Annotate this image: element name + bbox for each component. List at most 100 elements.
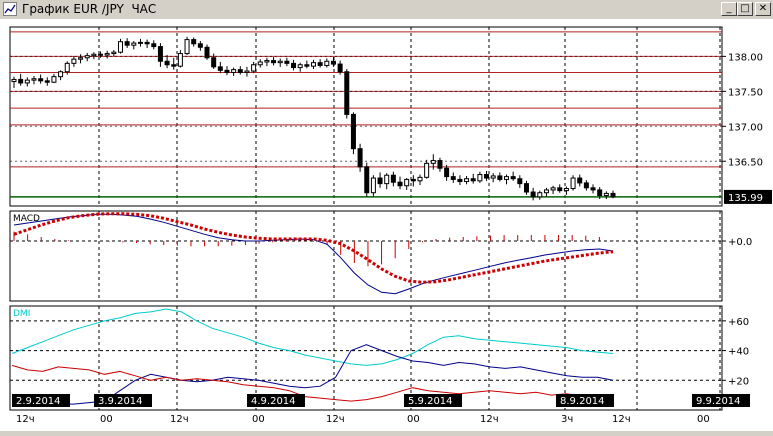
current-price-badge [724, 189, 772, 204]
price-candle [610, 190, 616, 199]
price-candle [237, 66, 243, 75]
candle-body [357, 148, 363, 168]
price-candle [171, 57, 177, 70]
macd-panel-frame [9, 210, 723, 302]
candle-body [557, 187, 563, 192]
date-label: 8.9.2014 [560, 396, 605, 407]
price-candle [603, 191, 609, 200]
candle-body [437, 160, 443, 169]
price-candle [390, 171, 396, 187]
price-candle [577, 174, 583, 187]
candle-body [317, 62, 323, 66]
price-panel[interactable]: 138.00 137.50 137.00 136.50 135.99 [9, 26, 772, 207]
price-candle [231, 67, 237, 76]
price-candle [271, 57, 277, 66]
price-candle [570, 175, 576, 191]
price-candle [71, 56, 77, 67]
price-candle [317, 59, 323, 68]
price-candle [477, 171, 483, 183]
date-badge [247, 394, 305, 407]
price-candle [437, 157, 443, 172]
minimize-button[interactable]: _ [721, 2, 737, 16]
price-candle [291, 59, 297, 71]
candle-body [31, 78, 37, 81]
dmi-tick-label: +60 [728, 317, 749, 328]
candle-body [470, 178, 476, 182]
dmi-panel[interactable]: +60 +40 +20 DMI [9, 305, 749, 411]
date-badge [404, 394, 462, 407]
candle-body [590, 187, 596, 191]
dmi-panel-frame [9, 305, 723, 411]
candle-body [124, 41, 130, 46]
candle-body [523, 183, 529, 193]
hour-label: 00 [100, 414, 113, 425]
price-candle [58, 70, 64, 81]
price-candle [550, 185, 556, 195]
price-candle [157, 43, 163, 67]
hour-label: 12ч [170, 414, 189, 425]
title-bar[interactable]: График EUR /JPY ЧАС _ □ ✕ [0, 0, 773, 20]
candle-body [91, 53, 97, 57]
candle-body [184, 39, 190, 55]
date-label: 9.9.2014 [696, 396, 741, 407]
price-candle [424, 159, 430, 179]
candle-body [78, 57, 84, 60]
price-candle [98, 51, 104, 58]
candle-body [197, 43, 203, 48]
candle-body [217, 66, 223, 71]
candle-body [98, 53, 104, 56]
candle-body [510, 176, 516, 180]
date-badge [94, 394, 152, 407]
price-candle [597, 187, 603, 200]
price-candle [450, 172, 456, 183]
price-candle [537, 190, 543, 200]
chart-area[interactable]: 138.00 137.50 137.00 136.50 135.99 MACD +0.0 … [0, 20, 773, 431]
price-candle [64, 61, 70, 75]
candle-body [577, 177, 583, 184]
candle-body [304, 64, 310, 67]
candle-body [597, 189, 603, 197]
candle-body [24, 79, 30, 84]
candle-body [477, 174, 483, 182]
price-candle [184, 36, 190, 55]
candle-body [350, 113, 356, 150]
candle-body [377, 177, 383, 185]
price-candle [177, 50, 183, 68]
candle-body [484, 174, 490, 179]
candle-body [311, 62, 316, 67]
candle-body [18, 78, 24, 84]
price-candle [18, 73, 24, 86]
candle-body [151, 43, 157, 48]
candle-body [603, 192, 609, 197]
candle-body [610, 192, 616, 198]
candle-body [264, 60, 270, 63]
price-candle [111, 50, 117, 57]
dmi-tick-label: +20 [728, 376, 749, 387]
maximize-button[interactable]: □ [737, 2, 753, 16]
hour-label: 12ч [612, 414, 631, 425]
price-candle [384, 173, 390, 190]
price-candle [404, 178, 410, 190]
candle-body [257, 61, 263, 66]
candle-body [517, 178, 523, 185]
chart-app-icon [3, 2, 17, 16]
price-candle [137, 38, 143, 47]
close-button[interactable]: ✕ [755, 2, 771, 16]
candle-body [204, 46, 210, 59]
macd-panel[interactable]: MACD +0.0 [9, 210, 752, 302]
candle-body [164, 60, 170, 66]
price-candle [350, 112, 356, 155]
price-candle [297, 62, 303, 72]
price-candle [78, 54, 84, 64]
price-tick-label: 136.50 [728, 157, 763, 168]
candle-body [177, 53, 183, 67]
price-candle [490, 173, 496, 183]
hour-label: 00 [407, 414, 420, 425]
candle-body [344, 71, 350, 115]
candle-body [390, 174, 396, 183]
price-candle [124, 38, 130, 48]
price-candle [257, 59, 263, 68]
candle-body [58, 71, 64, 78]
